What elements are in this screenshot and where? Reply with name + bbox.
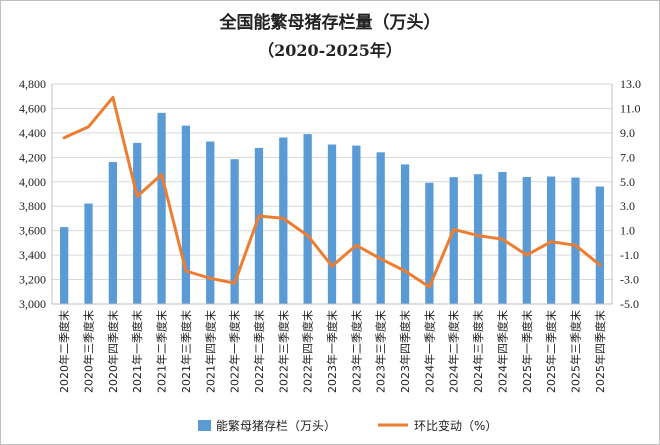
bar	[522, 177, 531, 304]
category-label: 2023年一季度末	[325, 310, 339, 393]
left-axis-tick-label: 4,200	[19, 150, 46, 164]
legend-line-label: 环比变动（%）	[414, 418, 497, 433]
bar	[279, 137, 288, 304]
legend: 能繁母猪存栏（万头） 环比变动（%）	[198, 418, 497, 433]
right-axis-tick-label: 1.0	[620, 224, 635, 238]
category-label: 2023年四季度末	[398, 310, 412, 393]
right-axis-tick-label: 7.0	[620, 150, 635, 164]
right-axis-tick-label: 3.0	[620, 199, 635, 213]
bar	[108, 162, 118, 304]
left-axis-tick-label: 3,800	[19, 199, 46, 213]
category-label: 2025年四季度末	[593, 310, 607, 393]
right-axis-tick-label: -3.0	[620, 273, 639, 287]
category-label: 2021年一季度末	[130, 310, 144, 393]
category-label: 2020年二季度末	[57, 310, 71, 393]
bar	[60, 227, 69, 304]
chart-title: 全国能繁母猪存栏量（万头）	[219, 12, 441, 33]
category-label: 2022年二季度末	[252, 310, 266, 393]
category-label: 2021年三季度末	[179, 310, 193, 393]
right-axis-tick-label: 11.0	[620, 101, 641, 115]
bar	[400, 164, 410, 304]
right-axis: -5.0 -3.0 -1.0 1.0 3.0 5.0 7.0 9.0 11.0 13.0	[611, 77, 641, 311]
left-axis-tick-label: 4,600	[19, 101, 46, 115]
category-label: 2023年三季度末	[374, 310, 388, 393]
left-axis-tick-label: 4,800	[19, 77, 46, 91]
category-label: 2024年一季度末	[422, 310, 436, 393]
right-axis-tick-label: 5.0	[620, 175, 635, 189]
bar	[595, 186, 604, 304]
left-axis-tick-label: 3,200	[19, 273, 46, 287]
bar	[327, 144, 337, 304]
legend-bar-swatch	[198, 420, 211, 431]
bar	[133, 142, 142, 304]
category-label: 2022年一季度末	[228, 310, 242, 393]
left-axis-tick-label: 4,000	[19, 175, 46, 189]
category-label: 2020年四季度末	[106, 310, 120, 393]
bar	[352, 145, 361, 304]
category-label: 2020年三季度末	[82, 310, 96, 393]
chart-subtitle: （2020-2025年）	[258, 41, 402, 60]
bar	[84, 203, 93, 304]
right-axis-tick-label: 9.0	[620, 126, 635, 140]
category-label: 2024年三季度末	[471, 310, 485, 393]
bar	[449, 177, 458, 304]
bar	[571, 177, 580, 304]
left-axis-tick-label: 3,400	[19, 248, 46, 262]
left-axis: 3,000 3,200 3,400 3,600 3,800 4,000 4,200 4,400…	[19, 77, 53, 311]
right-axis-tick-label: -1.0	[620, 248, 639, 262]
right-axis-tick-label: 13.0	[620, 77, 641, 91]
left-axis-tick-label: 3,000	[19, 297, 46, 311]
category-label: 2021年二季度末	[155, 310, 169, 393]
bar	[254, 147, 264, 304]
category-label: 2025年二季度末	[544, 310, 558, 393]
bar	[157, 112, 166, 304]
category-label: 2022年三季度末	[276, 310, 290, 393]
bar	[206, 141, 215, 304]
bar	[303, 134, 312, 304]
line-series	[62, 95, 602, 289]
x-axis: 2020年二季度末 2020年三季度末 2020年四季度末 2021年一季度末 2021…	[52, 303, 612, 393]
bar	[230, 159, 239, 304]
category-label: 2022年四季度末	[301, 310, 315, 393]
left-axis-tick-label: 3,600	[19, 224, 46, 238]
legend-bar-label: 能繁母猪存栏（万头）	[216, 418, 336, 433]
bar	[376, 152, 385, 304]
bar	[473, 174, 483, 304]
bar	[425, 182, 434, 304]
category-label: 2024年四季度末	[495, 310, 509, 393]
category-label: 2025年一季度末	[520, 310, 534, 393]
category-label: 2025年三季度末	[568, 310, 582, 393]
bar	[181, 125, 191, 304]
right-axis-tick-label: -5.0	[620, 297, 639, 311]
category-label: 2024年二季度末	[447, 310, 461, 393]
category-label: 2021年四季度末	[203, 310, 217, 393]
left-axis-tick-label: 4,400	[19, 126, 46, 140]
category-label: 2023年二季度末	[349, 310, 363, 393]
